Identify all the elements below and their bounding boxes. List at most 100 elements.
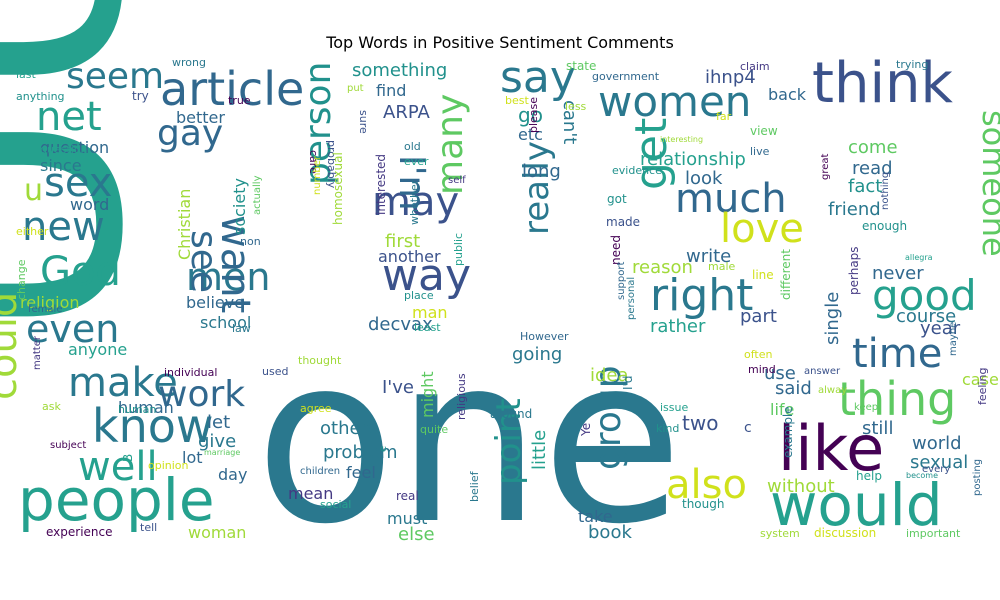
small-word-sure: sure bbox=[357, 110, 370, 134]
word-without: without bbox=[767, 476, 835, 497]
word-would: would bbox=[770, 471, 943, 539]
word-also: also bbox=[666, 462, 747, 508]
small-word-interesting: interesting bbox=[660, 135, 703, 144]
word-reason: reason bbox=[632, 257, 693, 278]
word-i-m: I'm bbox=[391, 155, 432, 211]
small-word-great: great bbox=[820, 153, 831, 180]
word-question: question bbox=[40, 138, 109, 157]
word-let: let bbox=[207, 412, 230, 433]
small-word-state: state bbox=[566, 59, 596, 73]
small-word-male: male bbox=[708, 260, 736, 273]
small-word-marriage: marriage bbox=[204, 448, 240, 457]
word-go: go bbox=[518, 103, 543, 127]
word-use: use bbox=[764, 363, 796, 384]
small-word-become: become bbox=[906, 471, 938, 480]
word-else: else bbox=[398, 524, 435, 545]
small-word-allegra: allegra bbox=[905, 253, 933, 262]
word-say: say bbox=[500, 52, 576, 103]
word-sex: sex bbox=[44, 160, 112, 206]
small-word-every: every bbox=[922, 464, 950, 475]
small-word-subject: subject bbox=[50, 440, 86, 451]
small-word-need: need bbox=[609, 235, 623, 265]
word-case: case bbox=[962, 370, 999, 389]
small-word-answer: answer bbox=[804, 366, 841, 377]
word-may: may bbox=[372, 179, 459, 225]
word-christian: Christian bbox=[175, 189, 194, 260]
word-women: women bbox=[598, 77, 751, 126]
small-word-system: system bbox=[760, 527, 800, 540]
small-word-enough: enough bbox=[862, 219, 907, 233]
word-good: good bbox=[872, 271, 977, 320]
small-word-live: live bbox=[750, 145, 770, 158]
word-etc: etc bbox=[518, 125, 543, 144]
word-like: like bbox=[778, 412, 884, 485]
word-must: must bbox=[387, 509, 427, 528]
word-lot: lot bbox=[182, 448, 203, 467]
word-society: society bbox=[230, 178, 249, 235]
small-word-far: far bbox=[716, 110, 732, 123]
word-people: people bbox=[18, 466, 215, 534]
word-school: school bbox=[200, 313, 251, 332]
word-fact: fact bbox=[848, 176, 882, 197]
word-sexual: sexual bbox=[910, 452, 968, 473]
small-word-used: used bbox=[262, 365, 288, 378]
word-want: want bbox=[212, 215, 258, 313]
small-word-children: children bbox=[300, 466, 340, 477]
small-word-kind: kind bbox=[656, 422, 679, 435]
word-believe: believe bbox=[186, 293, 244, 312]
small-word-probably: probably bbox=[325, 140, 338, 189]
word-right: right bbox=[650, 270, 753, 321]
small-word-true: true bbox=[228, 94, 251, 107]
word-one: one bbox=[255, 308, 683, 575]
small-word-support: support bbox=[616, 262, 627, 300]
word-first: first bbox=[385, 231, 420, 252]
word-give: give bbox=[198, 431, 236, 452]
small-word-personal: personal bbox=[626, 277, 637, 320]
word-really: really bbox=[517, 141, 557, 235]
word-long: long bbox=[522, 161, 561, 182]
small-word-evidence: evidence bbox=[612, 164, 662, 177]
small-word-whether: whether bbox=[408, 179, 421, 225]
word-never: never bbox=[872, 263, 924, 284]
word-single: single bbox=[822, 292, 843, 345]
small-word-trying: trying bbox=[896, 58, 928, 71]
word-rather: rather bbox=[650, 316, 706, 337]
word-others: others bbox=[320, 418, 377, 439]
small-word-social: social bbox=[320, 498, 351, 511]
small-word-law: law bbox=[232, 322, 251, 335]
small-word-example: example bbox=[781, 406, 795, 458]
small-word-place: place bbox=[404, 289, 434, 302]
small-word-though: though bbox=[682, 497, 724, 511]
small-word-self: self bbox=[448, 175, 466, 186]
small-word-often: often bbox=[744, 348, 772, 361]
small-word-important: important bbox=[906, 527, 961, 540]
small-word-change: change bbox=[15, 259, 28, 300]
word-part: part bbox=[740, 306, 777, 327]
word-point: point bbox=[489, 398, 529, 485]
word-way: way bbox=[382, 250, 471, 301]
small-word-discussion: discussion bbox=[814, 526, 876, 540]
small-word-anything: anything bbox=[16, 90, 65, 103]
small-word-actually: actually bbox=[252, 175, 263, 215]
word-life: life bbox=[770, 400, 794, 419]
small-word-got: got bbox=[607, 192, 627, 206]
small-word-individual: individual bbox=[164, 366, 217, 379]
word-much: much bbox=[675, 176, 787, 222]
small-word-real: real bbox=[396, 489, 419, 503]
word-article: article bbox=[160, 62, 304, 116]
small-word-government: government bbox=[592, 70, 660, 83]
small-word-maybe: maybe bbox=[948, 322, 959, 356]
small-word-b: B bbox=[121, 454, 135, 462]
word-said: said bbox=[775, 378, 812, 399]
small-word-wrong: wrong bbox=[172, 56, 206, 69]
word-net: net bbox=[36, 94, 102, 140]
small-word-around: around bbox=[490, 407, 532, 421]
word-thing: thing bbox=[838, 372, 956, 426]
word-i-ve: I've bbox=[382, 377, 414, 398]
small-word-mind: mind bbox=[748, 363, 776, 376]
word-men: men bbox=[186, 255, 270, 299]
small-word-care: care bbox=[307, 150, 320, 174]
word-something: something bbox=[352, 60, 447, 81]
word-new: new bbox=[22, 204, 105, 250]
word-person: person bbox=[298, 62, 339, 185]
